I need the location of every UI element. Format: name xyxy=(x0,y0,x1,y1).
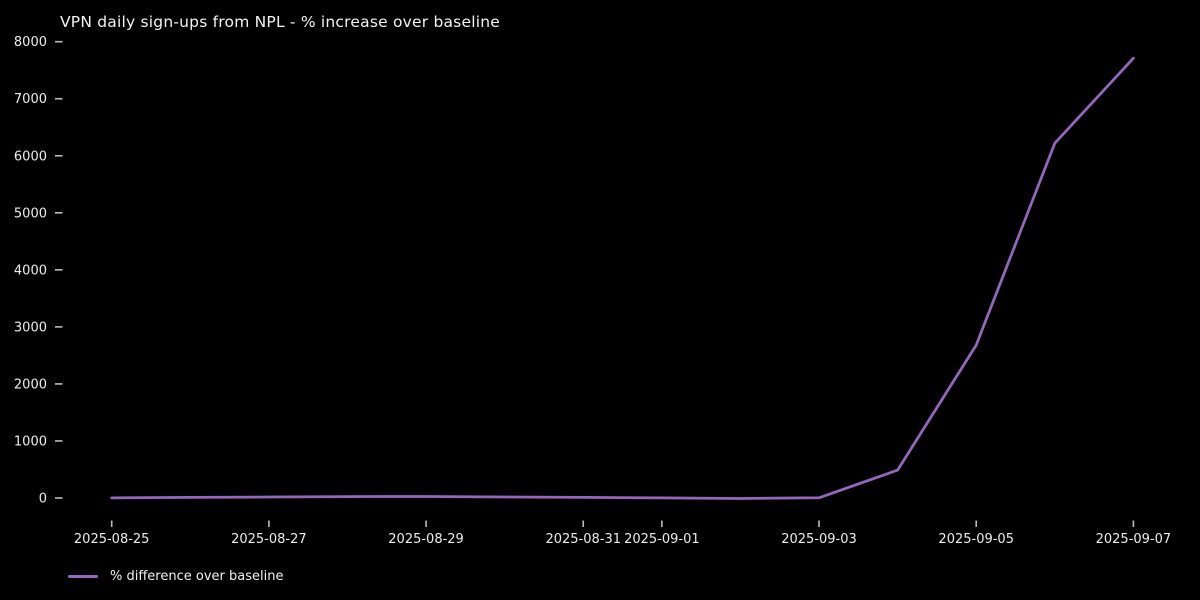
y-tick-label: 5000 xyxy=(14,206,47,221)
x-tick-label: 2025-09-07 xyxy=(1096,532,1172,547)
y-tick-label: 7000 xyxy=(14,92,47,107)
x-tick-label: 2025-08-29 xyxy=(388,532,464,547)
y-tick-label: 2000 xyxy=(14,377,47,392)
y-tick-label: 6000 xyxy=(14,149,47,164)
x-tick-label: 2025-08-31 xyxy=(545,532,621,547)
x-tick-label: 2025-09-05 xyxy=(938,532,1014,547)
y-tick-label: 4000 xyxy=(14,263,47,278)
y-tick-label: 3000 xyxy=(14,320,47,335)
y-tick-label: 1000 xyxy=(14,434,47,449)
chart-title: VPN daily sign-ups from NPL - % increase… xyxy=(60,13,500,31)
legend-line-swatch xyxy=(68,574,98,578)
x-tick-label: 2025-09-01 xyxy=(624,532,700,547)
legend: % difference over baseline xyxy=(68,566,283,586)
y-tick-label: 0 xyxy=(39,492,47,507)
x-tick-label: 2025-09-03 xyxy=(781,532,857,547)
y-tick-label: 8000 xyxy=(14,35,47,50)
x-tick-label: 2025-08-27 xyxy=(231,532,307,547)
series-line xyxy=(110,56,1135,500)
legend-label: % difference over baseline xyxy=(110,568,284,584)
x-tick-label: 2025-08-25 xyxy=(74,532,150,547)
